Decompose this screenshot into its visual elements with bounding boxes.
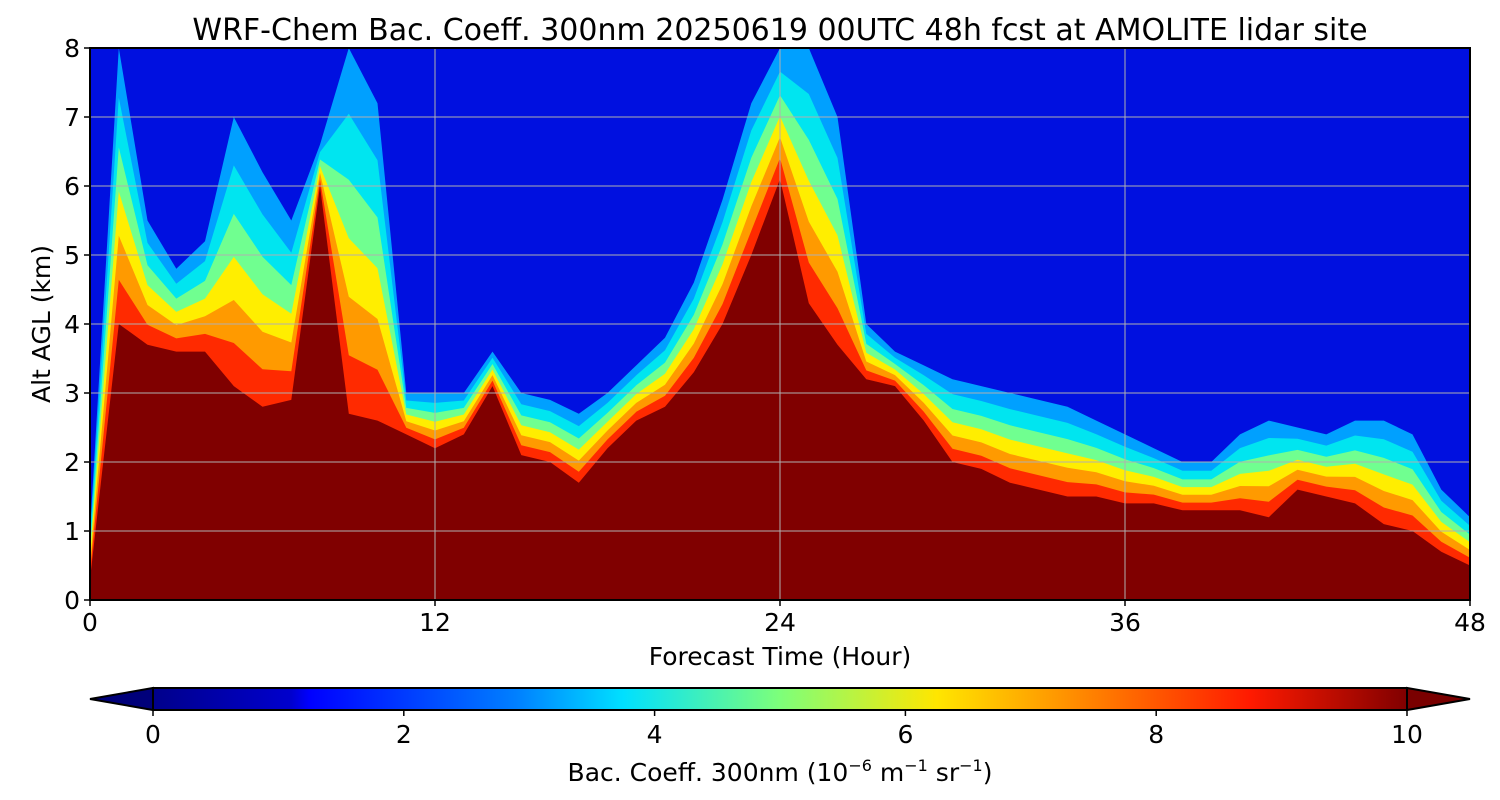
y-tick-label: 3 (64, 379, 80, 408)
grid (90, 48, 1470, 600)
x-axis-label: Forecast Time (Hour) (649, 642, 912, 671)
x-axis: 0 12 24 36 48 (82, 600, 1486, 637)
y-tick-label: 1 (64, 517, 80, 546)
colorbar-tick-label: 4 (647, 720, 663, 749)
y-tick-label: 0 (64, 586, 80, 615)
colorbar-extend-min (89, 686, 154, 712)
x-tick-label: 0 (82, 608, 98, 637)
colorbar-extend-max (1406, 686, 1471, 712)
y-tick-label: 7 (64, 103, 80, 132)
colorbar-tick-label: 6 (897, 720, 913, 749)
y-tick-label: 8 (64, 34, 80, 63)
colorbar-tick-label: 0 (145, 720, 161, 749)
y-axis: 0 1 2 3 4 5 6 7 8 (64, 34, 90, 615)
colorbar: 0 2 4 6 8 10 Bac. Coeff. 300nm (10−6 m−1 sr−1… (89, 686, 1471, 787)
x-tick-label: 24 (764, 608, 796, 637)
y-tick-label: 4 (64, 310, 80, 339)
chart-title: WRF-Chem Bac. Coeff. 300nm 20250619 00UT… (192, 13, 1367, 48)
colorbar-label: Bac. Coeff. 300nm (10−6 m−1 sr−1) (568, 756, 993, 787)
colorbar-tick-label: 10 (1391, 720, 1423, 749)
x-tick-label: 12 (419, 608, 451, 637)
colorbar-ticks: 0 2 4 6 8 10 (145, 710, 1423, 749)
plot-area (90, 48, 1470, 600)
x-tick-label: 36 (1109, 608, 1141, 637)
y-tick-label: 2 (64, 448, 80, 477)
y-axis-label: Alt AGL (km) (27, 245, 56, 403)
colorbar-gradient (152, 687, 1408, 711)
y-tick-label: 6 (64, 172, 80, 201)
y-tick-label: 5 (64, 241, 80, 270)
x-tick-label: 48 (1454, 608, 1486, 637)
colorbar-tick-label: 2 (396, 720, 412, 749)
colorbar-tick-label: 8 (1148, 720, 1164, 749)
